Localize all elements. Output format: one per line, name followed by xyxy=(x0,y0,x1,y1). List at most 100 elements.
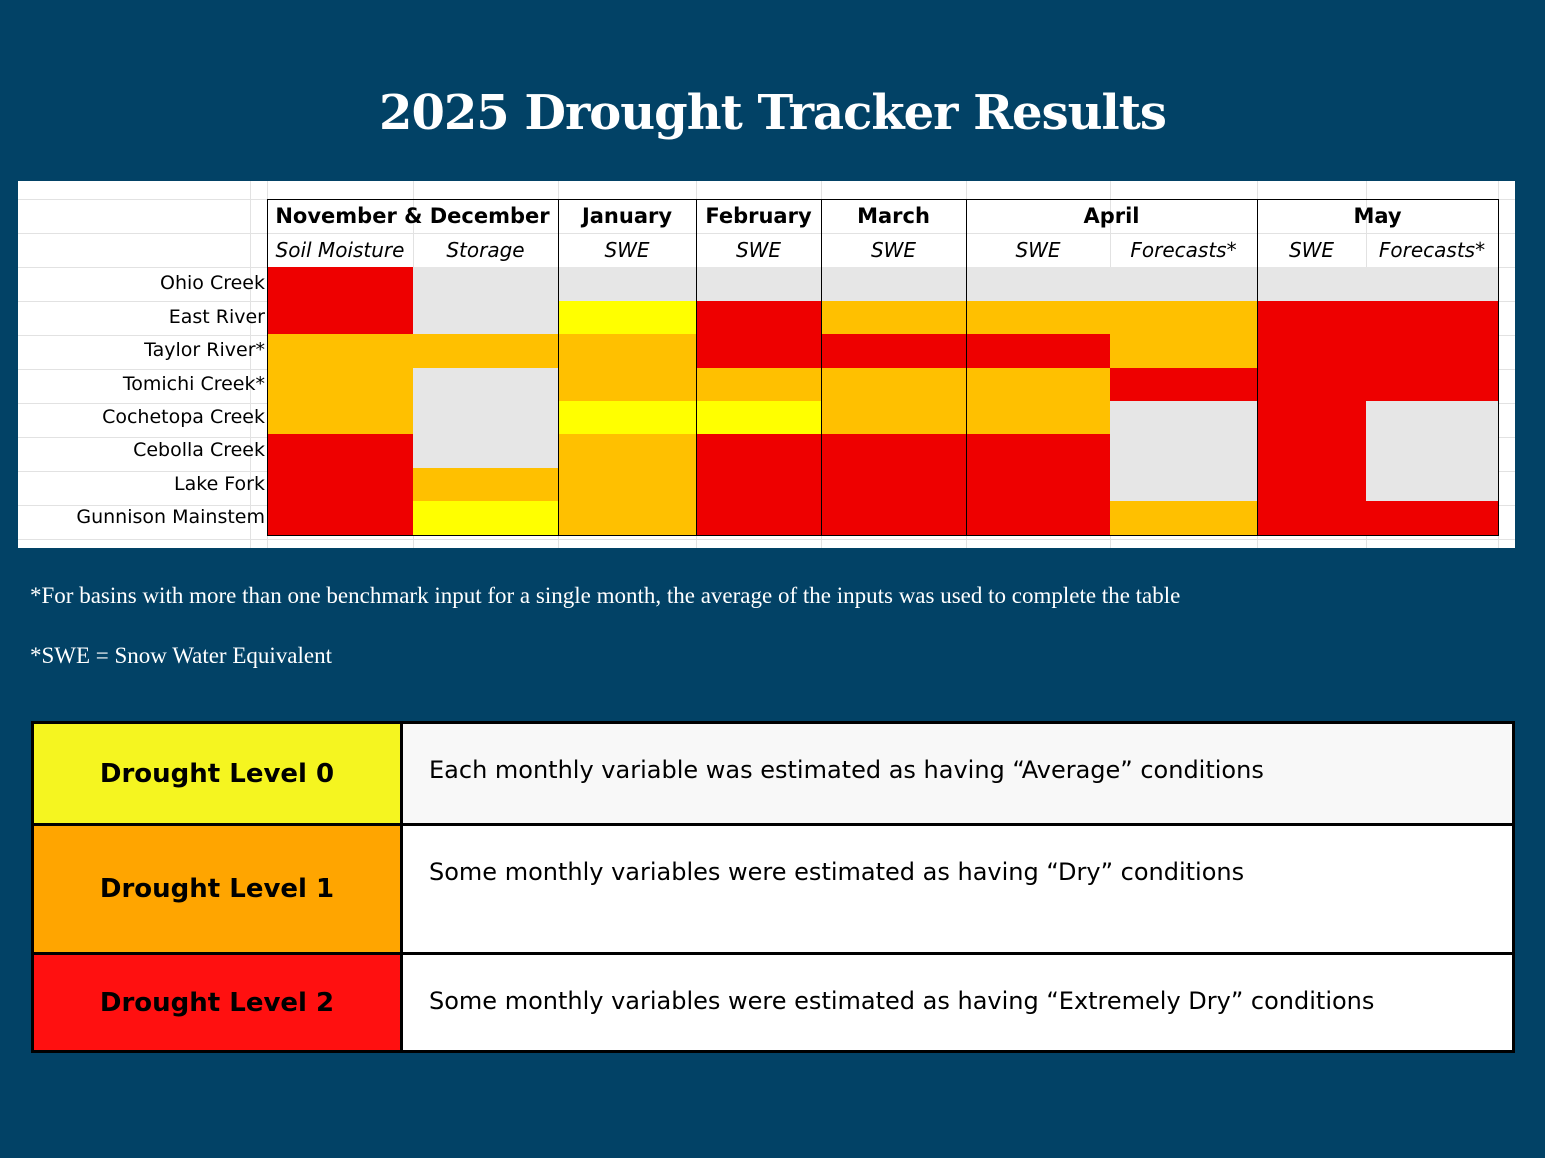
cell xyxy=(1110,334,1257,368)
cell xyxy=(1366,434,1498,468)
cell xyxy=(696,401,821,434)
cell xyxy=(966,301,1110,334)
cell xyxy=(821,434,966,468)
cell xyxy=(1110,434,1257,468)
cell xyxy=(413,334,558,368)
cell xyxy=(1366,334,1498,368)
cell xyxy=(821,334,966,368)
group-header: January xyxy=(581,204,673,228)
cell xyxy=(696,301,821,334)
row-label: Lake Fork xyxy=(174,473,265,495)
cell xyxy=(696,468,821,501)
legend-label: Drought Level 2 xyxy=(31,952,403,1053)
cell xyxy=(966,468,1110,501)
cell xyxy=(558,401,696,434)
table: Ohio Creek East River Taylor River* Tomichi… xyxy=(18,181,1515,548)
cell xyxy=(267,334,413,368)
column-header: Forecasts* xyxy=(1130,238,1237,262)
cell xyxy=(267,301,413,334)
legend-description: Some monthly variables were estimated as… xyxy=(403,952,1515,1053)
cell xyxy=(966,267,1110,301)
column-header: SWE xyxy=(735,238,782,262)
cell xyxy=(1257,434,1366,468)
cell xyxy=(1366,401,1498,434)
group-header: March xyxy=(857,204,930,228)
cell xyxy=(821,368,966,401)
cell xyxy=(267,501,413,535)
group-border xyxy=(966,199,1258,536)
row-label: East River xyxy=(168,306,265,328)
grid-line xyxy=(250,181,251,548)
cell xyxy=(1110,468,1257,501)
cell xyxy=(821,267,966,301)
cell xyxy=(413,434,558,468)
cell xyxy=(413,368,558,401)
cell xyxy=(1366,267,1498,301)
cell xyxy=(267,434,413,468)
cell xyxy=(1110,301,1257,334)
cell xyxy=(966,401,1110,434)
cell xyxy=(1257,468,1366,501)
row-label: Cebolla Creek xyxy=(133,439,265,461)
row-label: Gunnison Mainstem xyxy=(76,506,265,528)
cell xyxy=(696,334,821,368)
cell xyxy=(558,434,696,468)
row-label: Tomichi Creek* xyxy=(122,373,265,395)
cell xyxy=(267,267,413,301)
cell xyxy=(267,368,413,401)
cell xyxy=(821,468,966,501)
cell xyxy=(558,301,696,334)
group-border xyxy=(696,199,822,536)
cell xyxy=(558,334,696,368)
cell xyxy=(1257,368,1366,401)
column-header: SWE xyxy=(1288,238,1335,262)
column-header: Soil Moisture xyxy=(275,238,405,262)
cell xyxy=(413,401,558,434)
cell xyxy=(696,267,821,301)
cell xyxy=(966,434,1110,468)
cell xyxy=(1257,501,1366,535)
cell xyxy=(821,401,966,434)
note: *SWE = Snow Water Equivalent xyxy=(30,643,332,668)
cell xyxy=(558,368,696,401)
group-header: February xyxy=(705,204,812,228)
column-header: SWE xyxy=(870,238,917,262)
cell xyxy=(821,301,966,334)
cell xyxy=(1110,401,1257,434)
cell xyxy=(1110,501,1257,535)
column-header: SWE xyxy=(1015,238,1061,262)
row-label: Cochetopa Creek xyxy=(102,406,265,428)
cell xyxy=(966,334,1110,368)
cell xyxy=(1366,501,1498,535)
group-border xyxy=(1257,199,1499,536)
cell xyxy=(267,468,413,501)
cell xyxy=(558,468,696,501)
cell xyxy=(558,501,696,535)
legend-description: Some monthly variables were estimated as… xyxy=(403,823,1515,955)
group-border xyxy=(558,199,697,536)
legend-label: Drought Level 0 xyxy=(31,721,403,826)
cell xyxy=(966,501,1110,535)
cell xyxy=(413,301,558,334)
cell xyxy=(1366,301,1498,334)
group-border xyxy=(267,199,559,536)
group-header: November & December xyxy=(275,204,550,228)
group-header: April xyxy=(1083,204,1140,228)
cell xyxy=(1257,334,1366,368)
cell xyxy=(1257,401,1366,434)
grid-line xyxy=(18,233,1515,234)
cell xyxy=(413,501,558,535)
row-label: Taylor River* xyxy=(144,339,265,361)
cell xyxy=(1110,368,1257,401)
column-header: Storage xyxy=(446,238,525,262)
cell xyxy=(1366,368,1498,401)
title: 2025 Drought Tracker Results xyxy=(379,85,1167,141)
group-header: May xyxy=(1353,204,1402,228)
cell xyxy=(696,434,821,468)
cell xyxy=(267,401,413,434)
cell xyxy=(821,501,966,535)
column-header: SWE xyxy=(604,238,650,262)
cell xyxy=(558,267,696,301)
cell xyxy=(966,368,1110,401)
